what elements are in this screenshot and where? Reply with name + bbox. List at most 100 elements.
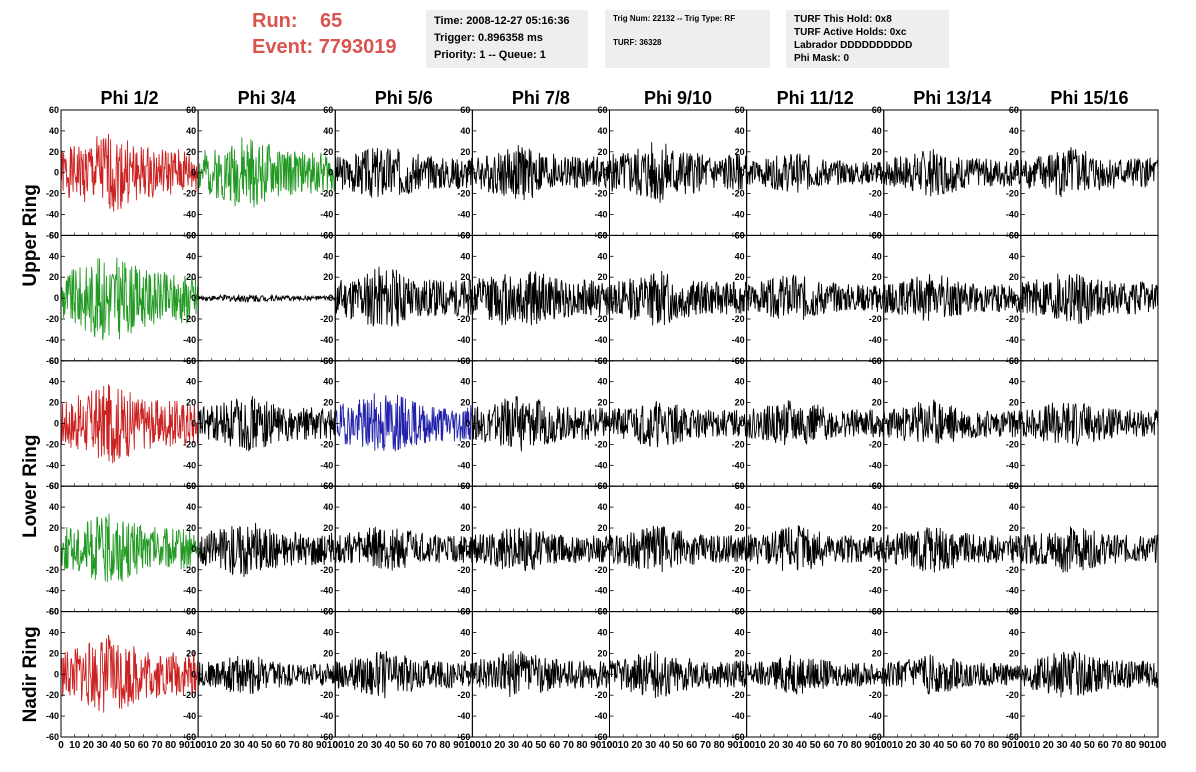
turf-info-box: TURF This Hold: 0x8 TURF Active Holds: 0…	[786, 10, 949, 68]
x-tick-label: 90	[727, 740, 739, 751]
y-tick-label: 40	[1009, 251, 1019, 261]
y-tick-label: 60	[49, 481, 59, 491]
y-tick-label: 20	[49, 147, 59, 157]
y-tick-label: 0	[54, 419, 59, 429]
y-tick-label: 60	[1009, 356, 1019, 366]
y-tick-label: 0	[191, 419, 196, 429]
y-tick-label: -60	[46, 230, 59, 240]
x-tick-label: 80	[1125, 740, 1137, 751]
y-tick-label: -20	[320, 189, 333, 199]
y-tick-label: -20	[869, 565, 882, 575]
column-header: Phi 7/8	[512, 88, 570, 108]
y-tick-label: -20	[869, 690, 882, 700]
y-tick-label: 60	[460, 230, 470, 240]
y-tick-label: -20	[869, 314, 882, 324]
run-event-header: Run: 65 Event: 7793019	[252, 8, 397, 60]
x-tick-label: 10	[343, 740, 355, 751]
y-tick-label: -20	[457, 565, 470, 575]
y-tick-label: -40	[594, 711, 607, 721]
y-tick-label: -40	[457, 210, 470, 220]
y-tick-label: -40	[183, 335, 196, 345]
y-tick-label: 60	[186, 105, 196, 115]
x-tick-label: 40	[522, 740, 534, 751]
y-tick-label: -20	[320, 690, 333, 700]
y-tick-label: -20	[1006, 690, 1019, 700]
y-tick-label: -40	[732, 335, 745, 345]
waveform-trace	[1020, 147, 1159, 198]
x-tick-label: 50	[810, 740, 822, 751]
y-tick-label: -20	[594, 565, 607, 575]
ring-label: Upper Ring	[20, 184, 41, 286]
waveform-trace	[609, 270, 747, 326]
y-tick-label: 0	[740, 168, 745, 178]
y-tick-label: 20	[597, 398, 607, 408]
y-tick-label: -20	[732, 189, 745, 199]
y-tick-label: -20	[183, 439, 196, 449]
y-tick-label: -40	[457, 586, 470, 596]
y-tick-label: -40	[1006, 210, 1019, 220]
turf-text: TURF: 36328	[613, 38, 662, 47]
x-tick-label: 90	[1139, 740, 1151, 751]
waveform-trace	[334, 266, 473, 327]
y-tick-label: -40	[869, 210, 882, 220]
panel-frame	[609, 360, 748, 487]
waveform-trace	[883, 149, 1022, 197]
y-tick-label: -20	[732, 565, 745, 575]
y-tick-label: 60	[186, 230, 196, 240]
y-tick-label: 0	[54, 293, 59, 303]
y-tick-label: 0	[191, 293, 196, 303]
waveform-trace	[471, 527, 610, 572]
waveform-trace	[197, 655, 336, 694]
y-tick-label: 40	[872, 251, 882, 261]
y-tick-label: -60	[457, 732, 470, 742]
y-tick-label: 0	[328, 168, 333, 178]
y-tick-label: 60	[872, 230, 882, 240]
y-tick-label: 0	[602, 419, 607, 429]
y-tick-label: 60	[323, 230, 333, 240]
y-tick-label: -20	[457, 189, 470, 199]
waveform-trace	[609, 525, 748, 573]
y-tick-label: 0	[740, 293, 745, 303]
waveform-trace	[609, 142, 748, 203]
x-tick-label: 20	[83, 740, 95, 751]
x-tick-label: 0	[58, 740, 64, 751]
y-tick-label: -40	[46, 335, 59, 345]
y-tick-label: 60	[597, 607, 607, 617]
x-tick-label: 0	[1018, 740, 1024, 751]
y-tick-label: -40	[320, 210, 333, 220]
y-tick-label: 40	[186, 126, 196, 136]
y-tick-label: 20	[323, 523, 333, 533]
x-tick-label: 80	[165, 740, 177, 751]
x-tick-label: 0	[607, 740, 613, 751]
y-tick-label: 20	[872, 398, 882, 408]
y-tick-label: 20	[323, 272, 333, 282]
y-tick-label: -40	[1006, 586, 1019, 596]
x-tick-label: 0	[881, 740, 887, 751]
y-tick-label: 60	[323, 481, 333, 491]
y-tick-label: 20	[597, 147, 607, 157]
x-tick-label: 20	[220, 740, 232, 751]
y-tick-label: -40	[732, 711, 745, 721]
y-tick-label: 0	[465, 168, 470, 178]
x-tick-label: 20	[357, 740, 369, 751]
y-tick-label: 20	[460, 147, 470, 157]
y-tick-label: 40	[1009, 377, 1019, 387]
y-tick-label: -40	[320, 335, 333, 345]
labrador-text: Labrador DDDDDDDDDD	[794, 40, 913, 51]
panel-frame	[60, 485, 199, 613]
y-tick-label: 20	[1009, 147, 1019, 157]
y-tick-label: 40	[323, 377, 333, 387]
y-tick-label: 40	[460, 377, 470, 387]
y-tick-label: 60	[460, 356, 470, 366]
waveform-trace	[609, 401, 748, 448]
waveform-trace	[746, 400, 885, 446]
y-tick-label: 0	[465, 419, 470, 429]
x-tick-label: 10	[892, 740, 904, 751]
y-tick-label: 0	[1014, 293, 1019, 303]
y-tick-label: 20	[460, 523, 470, 533]
x-tick-label: 100	[464, 740, 481, 751]
y-tick-label: 20	[597, 648, 607, 658]
trig-text: Trig Num: 22132 -- Trig Type: RF	[613, 14, 736, 23]
x-tick-label: 70	[700, 740, 712, 751]
y-tick-label: 40	[323, 628, 333, 638]
